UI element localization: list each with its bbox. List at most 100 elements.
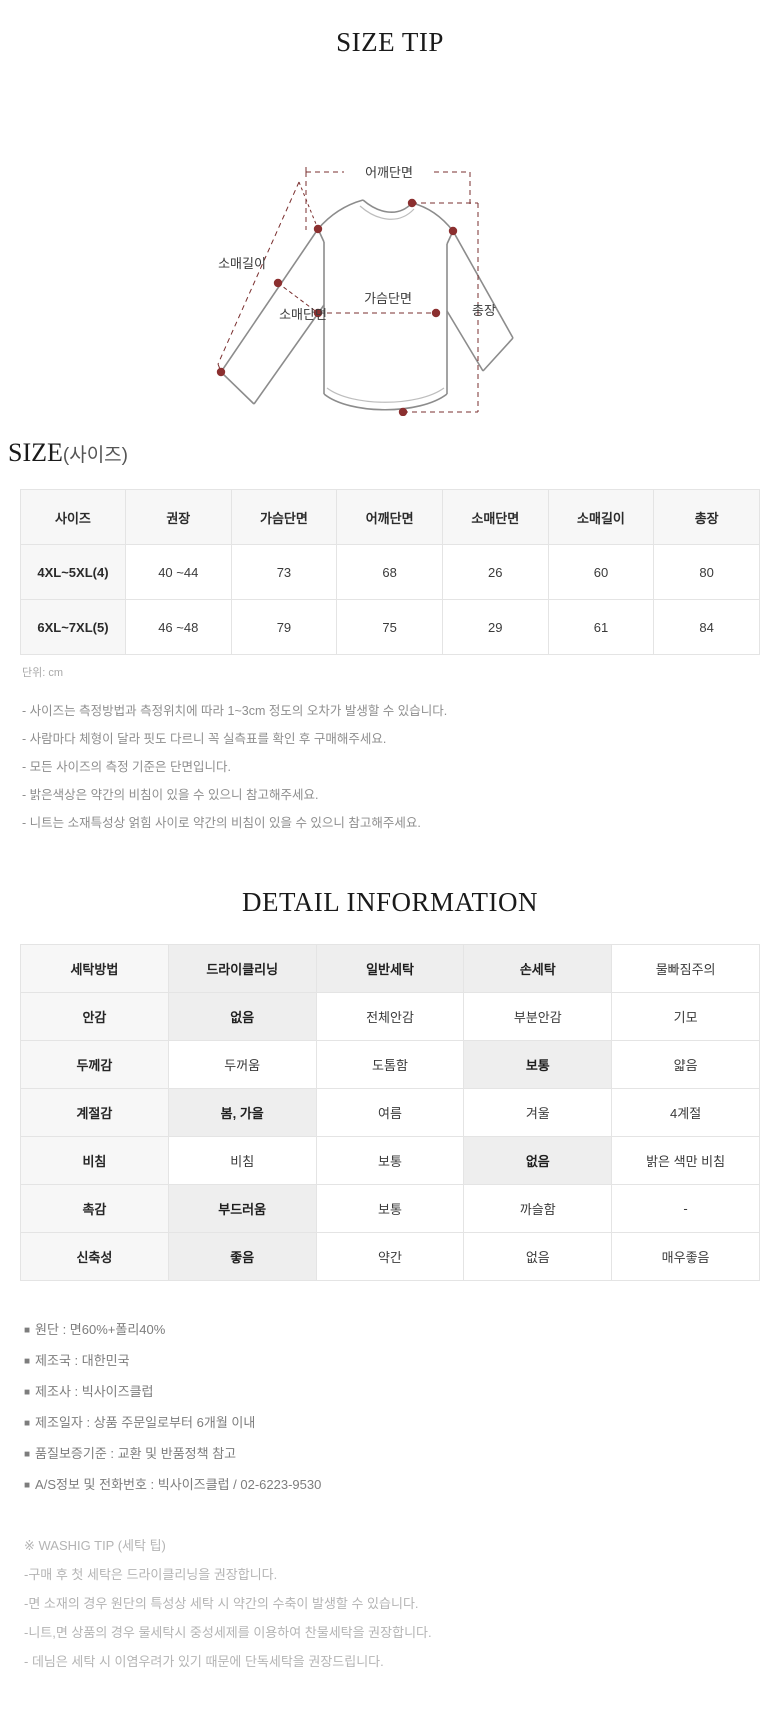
detail-option[interactable]: 도톰함 [315,1040,465,1090]
detail-option[interactable]: 보통 [315,1184,465,1234]
washing-tip-item: - 데님은 세탁 시 이염우려가 있기 때문에 단독세탁을 권장드립니다. [24,1653,384,1669]
detail-option[interactable]: 기모 [611,992,760,1042]
table-row: 안감 없음 전체안감 부분안감 기모 [20,992,760,1042]
spec-item-text: 제조일자 : 상품 주문일로부터 6개월 이내 [35,1415,256,1431]
marker-chest-left [313,308,323,318]
measurement-lines [217,167,479,413]
marker-chest-right [431,308,441,318]
detail-option[interactable]: 겨울 [463,1088,613,1138]
washing-tip-section: ※ WASHIG TIP (세탁 팁) -구매 후 첫 세탁은 드라이클리닝을 … [20,1537,760,1710]
detail-row-label: 신축성 [20,1232,169,1282]
detail-option[interactable]: 두꺼움 [167,1040,317,1090]
washing-tip-heading: ※ WASHIG TIP (세탁 팁) [24,1537,166,1553]
washing-tip-item: -니트,면 상품의 경우 물세탁시 중성세제를 이용하여 찬물세탁을 권장합니다… [24,1624,432,1640]
detail-option[interactable]: 물빠짐주의 [611,944,760,994]
garment-measurement-diagram: 어깨단면 소매길이 소매단면 가슴단면 총장 [0,76,780,417]
detail-row-label: 세탁방법 [20,944,169,994]
detail-option[interactable]: 비침 [167,1136,317,1186]
detail-option[interactable]: 밝은 색만 비침 [611,1136,760,1186]
detail-option[interactable]: 없음 [463,1232,613,1282]
detail-option[interactable]: 전체안감 [315,992,465,1042]
size-table: 사이즈 권장 가슴단면 어깨단면 소매단면 소매길이 총장 4XL~5XL(4)… [20,489,760,656]
spec-item-text: 원단 : 면60%+폴리40% [35,1322,166,1338]
square-bullet-icon: ■ [24,1325,31,1337]
detail-option-selected[interactable]: 손세탁 [463,944,613,994]
detail-option-selected[interactable]: 봄, 가을 [167,1088,317,1138]
size-table-header-row: 사이즈 권장 가슴단면 어깨단면 소매단면 소매길이 총장 [20,489,760,546]
square-bullet-icon: ■ [24,1387,31,1399]
size-note: - 밝은색상은 약간의 비침이 있을 수 있으니 참고해주세요. [22,788,319,803]
detail-option[interactable]: 여름 [315,1088,465,1138]
detail-option-selected[interactable]: 없음 [463,1136,613,1186]
spec-item-text: 제조사 : 빅사이즈클럽 [35,1384,154,1400]
detail-row-label: 안감 [20,992,169,1042]
size-tip-section: SIZE TIP [0,0,780,417]
detail-option-selected[interactable]: 일반세탁 [315,944,465,994]
detail-option[interactable]: 매우좋음 [611,1232,760,1282]
size-row-label: 6XL~7XL(5) [20,599,126,656]
size-note: - 사람마다 체형이 달라 핏도 다르니 꼭 실측표를 확인 후 구매해주세요. [22,732,387,747]
square-bullet-icon: ■ [24,1449,31,1461]
detail-option[interactable]: - [611,1184,760,1234]
table-row: 4XL~5XL(4) 40 ~44 73 68 26 60 80 [20,544,760,601]
detail-row-label: 촉감 [20,1184,169,1234]
size-cell: 60 [547,544,655,601]
size-cell: 40 ~44 [124,544,232,601]
table-row: 비침 비침 보통 없음 밝은 색만 비침 [20,1136,760,1186]
square-bullet-icon: ■ [24,1418,31,1430]
size-cell: 68 [336,544,443,601]
marker-left-shoulder [313,224,323,234]
detail-option[interactable]: 보통 [315,1136,465,1186]
detail-option[interactable]: 4계절 [611,1088,760,1138]
washing-tip-item: -면 소재의 경우 원단의 특성상 세탁 시 약간의 수축이 발생할 수 있습니… [24,1595,419,1611]
size-cell: 79 [230,599,338,656]
size-cell: 26 [441,544,549,601]
spec-item: ■ 제조국 : 대한민국 [24,1353,760,1369]
size-note: - 모든 사이즈의 측정 기준은 단면입니다. [22,760,232,775]
table-row: 세탁방법 드라이클리닝 일반세탁 손세탁 물빠짐주의 [20,944,760,994]
size-heading-en: SIZE [8,437,63,467]
detail-information-title: DETAIL INFORMATION [241,887,539,918]
label-sleeve-length: 소매길이 [218,256,266,271]
detail-option-selected[interactable]: 부드러움 [167,1184,317,1234]
unit-note: 단위: cm [22,667,64,680]
detail-option[interactable]: 까슬함 [463,1184,613,1234]
garment-inner-trim [326,205,445,404]
size-col-header: 총장 [653,489,760,546]
spec-item-text: 품질보증기준 : 교환 및 반품정책 참고 [35,1446,237,1462]
size-cell: 75 [336,599,443,656]
table-row: 6XL~7XL(5) 46 ~48 79 75 29 61 84 [20,599,760,656]
size-cell: 61 [547,599,655,656]
size-cell: 73 [230,544,338,601]
detail-option[interactable]: 부분안감 [463,992,613,1042]
table-row: 신축성 좋음 약간 없음 매우좋음 [20,1232,760,1282]
size-notes-list: - 사이즈는 측정방법과 측정위치에 따라 1~3cm 정도의 오차가 발생할 … [20,704,760,831]
spec-item: ■ 제조사 : 빅사이즈클럽 [24,1384,760,1400]
detail-option-selected[interactable]: 없음 [167,992,317,1042]
marker-neck-right [407,198,417,208]
spec-item: ■ 원단 : 면60%+폴리40% [24,1322,760,1338]
table-row: 계절감 봄, 가을 여름 겨울 4계절 [20,1088,760,1138]
size-heading: SIZE(사이즈) [0,438,780,468]
detail-option[interactable]: 약간 [315,1232,465,1282]
size-heading-kr: (사이즈) [62,444,128,466]
product-spec-list: ■ 원단 : 면60%+폴리40% ■ 제조국 : 대한민국 ■ 제조사 : 빅사이즈… [20,1322,760,1493]
detail-option[interactable]: 얇음 [611,1040,760,1090]
label-shoulder-width: 어깨단면 [365,165,413,180]
spec-item: ■ A/S정보 및 전화번호 : 빅사이즈클럽 / 02-6223-9530 [24,1477,760,1493]
table-row: 두께감 두꺼움 도톰함 보통 얇음 [20,1040,760,1090]
size-tip-title: SIZE TIP [336,27,444,58]
detail-information-section: DETAIL INFORMATION 세탁방법 드라이클리닝 일반세탁 손세탁 물빠짐주… [0,887,780,1282]
size-row-label: 4XL~5XL(4) [20,544,126,601]
size-col-header: 소매길이 [547,489,655,546]
detail-option-selected[interactable]: 보통 [463,1040,613,1090]
square-bullet-icon: ■ [24,1356,31,1368]
marker-right-shoulder [448,226,458,236]
size-cell: 46 ~48 [124,599,232,656]
label-chest-width: 가슴단면 [364,291,412,306]
detail-option-selected[interactable]: 좋음 [167,1232,317,1282]
marker-sleeve-cuff [216,367,226,377]
size-note: - 니트는 소재특성상 얽힘 사이로 약간의 비침이 있을 수 있으니 참고해주… [22,816,421,831]
detail-option-selected[interactable]: 드라이클리닝 [167,944,317,994]
measurement-markers [216,198,458,417]
